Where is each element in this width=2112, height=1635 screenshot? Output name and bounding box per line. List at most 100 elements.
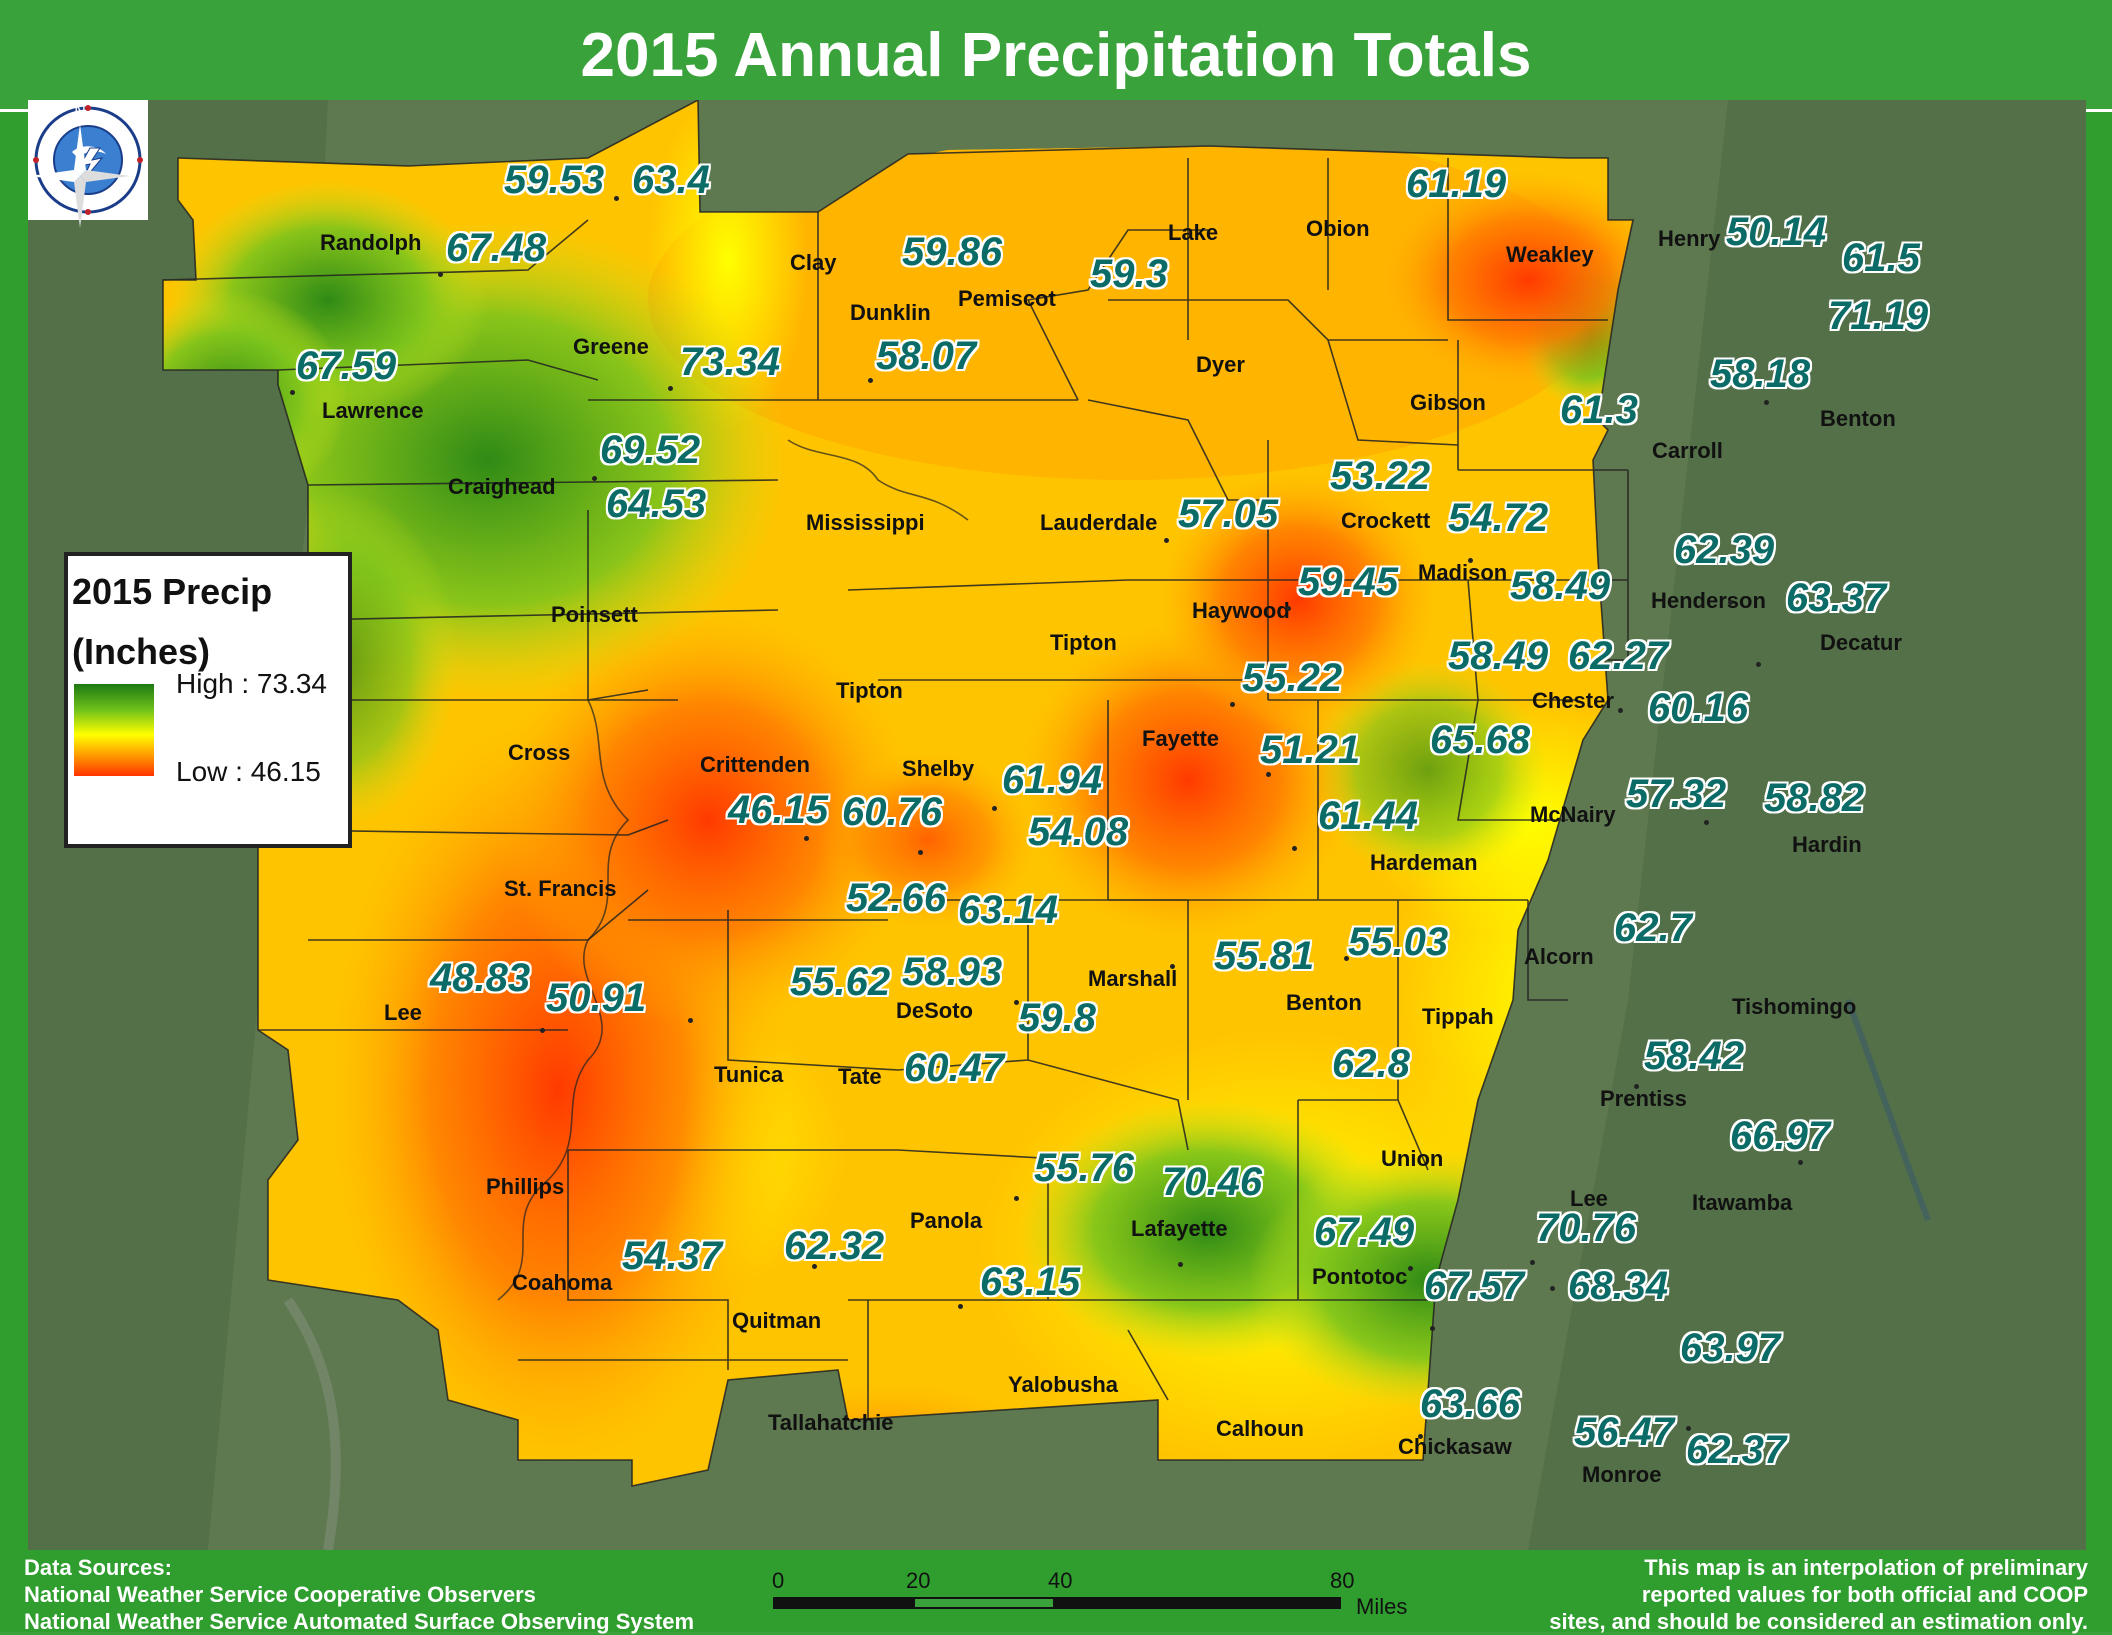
scale-tick-label: 80 (1330, 1568, 1355, 1593)
precip-value: 54.08 (1028, 810, 1129, 854)
station-dot (1704, 820, 1709, 825)
precip-value: 58.93 (902, 950, 1003, 994)
county-label: Madison (1418, 560, 1508, 585)
station-dot (1686, 1426, 1691, 1431)
county-label: Tipton (1050, 630, 1117, 655)
county-label: Crittenden (700, 752, 810, 777)
precip-value: 52.66 (846, 876, 947, 920)
legend-title: 2015 Precip (Inches) (72, 562, 272, 682)
county-label: Mississippi (806, 510, 925, 535)
county-label: St. Francis (504, 876, 617, 901)
county-label: Marshall (1088, 966, 1178, 991)
north-label: N (74, 103, 86, 120)
precip-value: 70.76 (1536, 1206, 1637, 1250)
precip-value: 73.34 (680, 340, 781, 384)
station-dot (1170, 964, 1175, 969)
legend: 2015 Precip (Inches) High : 73.34 Low : … (64, 552, 352, 848)
station-dot (592, 476, 597, 481)
county-label: Dyer (1196, 352, 1245, 377)
county-label: Crockett (1341, 508, 1431, 533)
precip-value: 50.91 (546, 976, 647, 1020)
precip-value: 46.15 (728, 788, 829, 832)
precip-value: 55.62 (790, 960, 891, 1004)
scale-tick-label: 20 (906, 1568, 931, 1593)
station-dot (1728, 600, 1733, 605)
legend-title-line2: (Inches) (72, 631, 211, 672)
county-label: Lake (1168, 220, 1219, 245)
precip-value: 66.97 (1730, 1114, 1831, 1158)
county-label: Tunica (714, 1062, 784, 1087)
county-label: Monroe (1582, 1462, 1662, 1487)
station-dot (1798, 1160, 1803, 1165)
scale-unit: Miles (1356, 1594, 1408, 1619)
precip-value: 50.14 (1726, 210, 1827, 254)
precip-value: 54.37 (622, 1234, 723, 1278)
county-label: Hardeman (1370, 850, 1478, 875)
station-dot (812, 1264, 817, 1269)
county-label: Chester (1532, 688, 1614, 713)
station-dot (1178, 1262, 1183, 1267)
precip-value: 62.8 (1332, 1042, 1410, 1086)
station-dot (1634, 1084, 1639, 1089)
station-dot (688, 1018, 693, 1023)
precip-value: 58.07 (876, 334, 977, 378)
station-dot (868, 378, 873, 383)
station-dot (1266, 772, 1271, 777)
county-label: Benton (1820, 406, 1896, 431)
precip-value: 67.49 (1314, 1210, 1415, 1254)
station-dot (992, 806, 997, 811)
legend-high-label: High : 73.34 (176, 668, 327, 699)
precip-value: 60.47 (904, 1046, 1005, 1090)
county-label: Carroll (1652, 438, 1723, 463)
legend-title-line1: 2015 Precip (72, 571, 273, 612)
county-label: Tipton (836, 678, 903, 703)
station-dot (1530, 1260, 1535, 1265)
data-sources-line2: National Weather Service Automated Surfa… (24, 1609, 695, 1634)
precip-value: 53.22 (1330, 454, 1431, 498)
station-dot (1164, 538, 1169, 543)
precip-value: 65.68 (1430, 718, 1531, 762)
county-label: Pemiscot (958, 286, 1056, 311)
county-label: Fayette (1142, 726, 1220, 751)
precip-value: 63.37 (1786, 576, 1887, 620)
precip-value: 62.27 (1568, 634, 1669, 678)
county-label: Chickasaw (1398, 1434, 1512, 1459)
legend-low-label: Low : 46.15 (176, 756, 321, 787)
county-label: Greene (573, 334, 649, 359)
precip-value: 61.19 (1406, 162, 1507, 206)
precip-value: 55.76 (1034, 1146, 1135, 1190)
precip-value: 61.94 (1002, 758, 1103, 802)
county-label: Dunklin (850, 300, 931, 325)
county-label: Tate (838, 1064, 882, 1089)
precip-value: 63.14 (958, 888, 1059, 932)
precip-value: 63.97 (1680, 1326, 1781, 1370)
precip-value: 60.16 (1648, 686, 1749, 730)
station-dot (1430, 1326, 1435, 1331)
precip-value: 62.7 (1614, 906, 1692, 950)
precip-value: 58.82 (1764, 776, 1865, 820)
precip-map: Randolph Clay Greene Lawrence Craighead … (28, 100, 2086, 1550)
county-label: Lee (1570, 1186, 1608, 1211)
precip-value: 59.45 (1298, 560, 1399, 604)
station-dot (1014, 1000, 1019, 1005)
station-dot (1230, 702, 1235, 707)
precip-value: 71.19 (1828, 294, 1929, 338)
precip-value: 59.86 (902, 230, 1003, 274)
precip-value: 59.3 (1090, 252, 1168, 296)
data-sources: Data Sources: National Weather Service C… (24, 1554, 694, 1635)
county-label: Lee (384, 1000, 422, 1025)
precip-value: 58.49 (1448, 634, 1549, 678)
station-dot (958, 1304, 963, 1309)
data-sources-heading: Data Sources: (24, 1555, 172, 1580)
precip-value: 67.48 (446, 226, 547, 270)
precip-value: 59.8 (1018, 996, 1096, 1040)
precip-value: 48.83 (430, 956, 531, 1000)
precip-value: 62.37 (1686, 1428, 1787, 1472)
title-bar: 2015 Annual Precipitation Totals (0, 0, 2112, 112)
county-label: Itawamba (1692, 1190, 1793, 1215)
county-label: Hardin (1792, 832, 1862, 857)
county-label: Shelby (902, 756, 975, 781)
county-label: Lafayette (1131, 1216, 1228, 1241)
station-dot (438, 272, 443, 277)
station-dot (1764, 400, 1769, 405)
